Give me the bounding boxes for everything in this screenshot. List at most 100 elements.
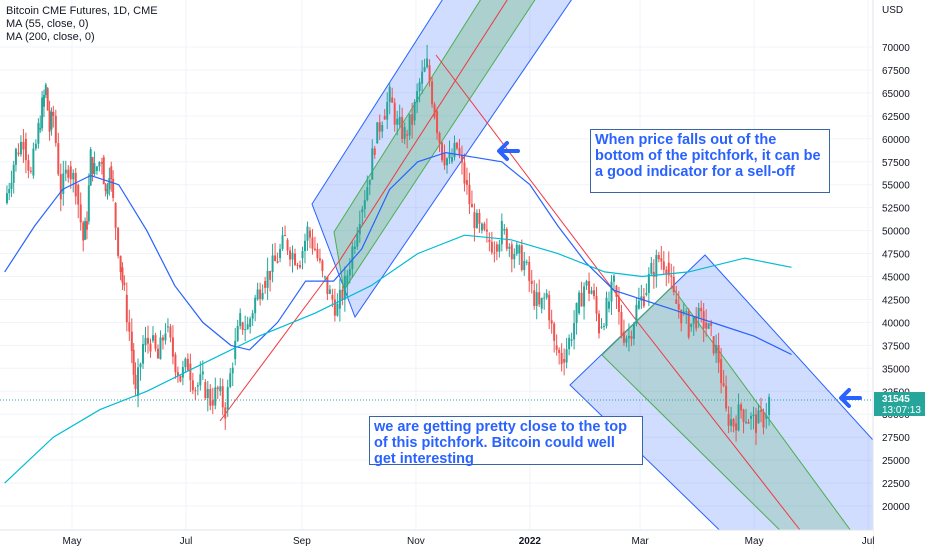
- candle-body: [465, 180, 468, 185]
- candle-body: [361, 209, 364, 213]
- annotation-sell-off[interactable]: When price falls out of the bottom of th…: [590, 129, 830, 193]
- candle-body: [299, 265, 301, 268]
- candle-body: [640, 296, 643, 301]
- candle-body: [632, 323, 635, 339]
- candle-body: [692, 316, 695, 324]
- candle-body: [333, 299, 336, 316]
- candle-body: [565, 349, 568, 363]
- candle-body: [707, 323, 710, 329]
- candle-body: [72, 172, 75, 180]
- candle-body: [755, 414, 757, 433]
- candle-body: [520, 245, 523, 270]
- time-tick-label: Jul: [180, 536, 193, 547]
- candle-body: [34, 143, 37, 149]
- candle-body: [438, 132, 441, 143]
- candle-body: [665, 269, 668, 275]
- candle-body: [147, 337, 149, 344]
- candle-body: [647, 273, 650, 293]
- candle-body: [662, 261, 665, 270]
- candle-body: [483, 223, 486, 230]
- candle-body: [725, 385, 728, 409]
- candle-body: [156, 348, 159, 359]
- candle-body: [149, 343, 152, 352]
- candle-body: [261, 292, 264, 300]
- candle-body: [151, 335, 154, 341]
- candle-body: [433, 104, 436, 118]
- candle-body: [475, 212, 478, 229]
- candle-body: [356, 234, 359, 247]
- candle-body: [642, 296, 645, 307]
- candle-body: [548, 294, 551, 321]
- candle-body: [93, 163, 96, 175]
- pitchfork-1-handle: [219, 259, 341, 422]
- candle-body: [87, 185, 90, 222]
- candle-body: [246, 324, 249, 330]
- candle-body: [401, 116, 404, 139]
- candle-body: [128, 322, 131, 332]
- price-tick-label: 22500: [882, 479, 910, 490]
- candle-body: [318, 258, 321, 261]
- legend-ma55: MA (55, close, 0): [6, 18, 89, 30]
- candle-body: [79, 204, 82, 223]
- candle-body: [19, 141, 22, 155]
- candle-body: [498, 244, 501, 252]
- candle-body: [234, 340, 237, 360]
- candle-body: [209, 388, 212, 406]
- candle-body: [346, 275, 349, 286]
- price-tick-label: 40000: [882, 318, 910, 329]
- candle-body: [331, 294, 334, 300]
- candle-body: [545, 293, 548, 298]
- candle-body: [398, 116, 401, 126]
- candle-body: [373, 148, 376, 155]
- candle-body: [189, 363, 192, 381]
- candle-body: [762, 411, 765, 428]
- candle-body: [388, 86, 391, 103]
- pitchfork-1-inner: [333, 0, 536, 292]
- candle-body: [495, 244, 498, 252]
- candle-body: [256, 289, 259, 300]
- pitchfork-2-handle: [435, 54, 637, 321]
- candle-body: [181, 367, 184, 378]
- arrow-left-icon-shape: [497, 141, 520, 161]
- candle-body: [281, 235, 284, 249]
- candle-body: [274, 255, 277, 262]
- time-axis[interactable]: May Jul Sep Nov 2022 Mar May Jul: [0, 529, 875, 550]
- candle-body: [757, 410, 760, 424]
- candle-body: [54, 115, 57, 144]
- candle-body: [446, 158, 449, 166]
- candle-body: [85, 221, 88, 230]
- candle-body: [455, 142, 458, 149]
- arrow-left-icon: [839, 388, 862, 408]
- pitchfork-2-outer[interactable]: [569, 254, 932, 550]
- candle-body: [530, 280, 533, 284]
- candle-body: [303, 240, 306, 252]
- price-axis[interactable]: USD2000022500250002750030000325003500037…: [872, 0, 932, 550]
- candle-body: [77, 184, 80, 205]
- price-tick-label: 62500: [882, 112, 910, 123]
- candle-body: [276, 261, 279, 263]
- candle-body: [555, 345, 558, 350]
- candle-body: [10, 182, 13, 189]
- candle-body: [67, 169, 70, 178]
- candle-body: [523, 260, 526, 270]
- candle-body: [553, 323, 556, 341]
- price-tick-label: 70000: [882, 43, 910, 54]
- candle-body: [236, 325, 239, 341]
- candle-body: [610, 281, 613, 302]
- candle-body: [570, 339, 573, 341]
- candle-body: [680, 309, 683, 324]
- candle-body: [720, 359, 723, 384]
- candle-body: [650, 262, 653, 274]
- candle-body: [705, 322, 708, 329]
- candle-body: [316, 248, 319, 259]
- candle-body: [607, 301, 610, 309]
- candle-body: [328, 289, 331, 294]
- annotation-pitchfork-top[interactable]: we are getting pretty close to the top o…: [369, 416, 643, 467]
- price-tick-label: 35000: [882, 364, 910, 375]
- candle-body: [468, 184, 471, 204]
- candle-body: [57, 143, 60, 175]
- candle-body: [426, 58, 429, 68]
- candle-body: [363, 200, 366, 210]
- candle-body: [378, 122, 381, 132]
